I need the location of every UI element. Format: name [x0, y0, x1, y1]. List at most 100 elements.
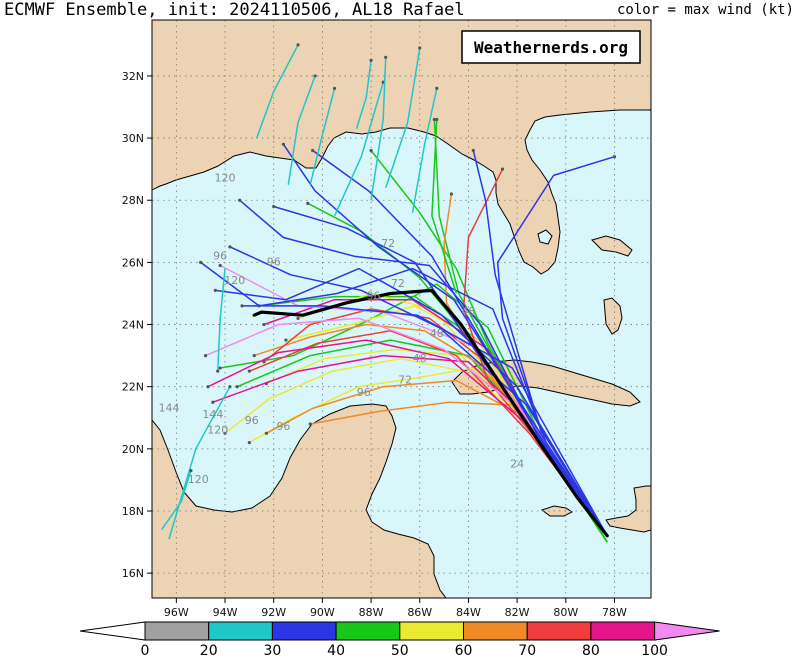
track-end-point — [449, 192, 453, 196]
forecast-hour-label: 48 — [413, 352, 427, 365]
track-end-point — [262, 322, 266, 327]
colorbar-tick-label: 100 — [641, 643, 668, 659]
lon-label: 78W — [602, 606, 627, 619]
colorbar-tick-label: 70 — [518, 643, 536, 659]
map-title: ECMWF Ensemble, init: 2024110506, AL18 R… — [4, 0, 465, 20]
land-north-america — [152, 20, 651, 275]
lon-label: 80W — [553, 606, 578, 619]
track-end-point — [369, 148, 373, 153]
track-end-point — [296, 43, 300, 47]
lon-label: 86W — [407, 606, 432, 619]
track-end-point — [223, 431, 227, 435]
track-end-point — [296, 316, 300, 320]
land-jamaica — [540, 505, 573, 517]
colorbar-segment — [208, 621, 273, 641]
ensemble-track — [242, 305, 608, 537]
lon-label: 94W — [213, 606, 238, 619]
track-end-point — [262, 360, 266, 364]
track-end-point — [432, 117, 436, 122]
ensemble-track — [411, 88, 438, 213]
track-end-point — [235, 385, 239, 389]
forecast-hour-label: 120 — [207, 423, 228, 436]
lon-label: 84W — [456, 606, 481, 619]
lon-label: 96W — [164, 606, 189, 619]
track-end-point — [247, 369, 251, 373]
colorbar-tick-label: 30 — [263, 643, 281, 659]
colorbar-tick-label: 0 — [141, 643, 150, 659]
colorbar-tick-label: 40 — [327, 643, 345, 659]
track-end-point — [247, 441, 251, 445]
lon-label: 92W — [261, 606, 286, 619]
lat-label: 24N — [122, 319, 144, 332]
track-end-point — [306, 201, 310, 205]
lat-label: 30N — [122, 132, 144, 145]
graticule — [152, 20, 651, 598]
forecast-hour-label: 72 — [391, 277, 405, 290]
forecast-hour-label: 144 — [159, 402, 180, 415]
colorbar-segment — [399, 621, 464, 641]
forecast-hour-label: 96 — [276, 420, 290, 433]
forecast-hour-label: 48 — [430, 327, 444, 340]
track-end-point — [228, 385, 232, 389]
track-end-point — [471, 148, 475, 153]
wind-colorbar-labels: 0 20 30 40 50 60 70 80 100 — [141, 643, 668, 659]
ensemble-track — [161, 470, 192, 531]
forecast-hour-label: 96 — [267, 255, 281, 268]
track-end-point — [218, 366, 222, 370]
ensemble-mean-track — [252, 288, 609, 538]
colorbar-tick-label: 80 — [582, 643, 600, 659]
ensemble-track — [431, 119, 458, 294]
track-end-point — [216, 369, 220, 373]
lat-label: 26N — [122, 256, 144, 269]
track-end-point — [199, 260, 203, 264]
track-end-point — [203, 354, 208, 358]
lat-label: 32N — [122, 70, 144, 83]
land-andros-islands — [591, 235, 633, 257]
track-end-point — [418, 46, 422, 50]
track-end-point — [369, 58, 373, 62]
forecast-hour-label: 48 — [461, 305, 475, 318]
colorbar-segment — [590, 621, 656, 641]
lat-label: 28N — [122, 194, 144, 207]
longitude-labels: 96W 94W 92W 90W 88W 86W 84W 82W 80W 78W — [164, 598, 627, 619]
forecast-hour-label: 96 — [245, 414, 259, 427]
latitude-labels: 16N 18N 20N 22N 24N 26N 28N 30N 32N — [122, 70, 152, 580]
lat-label: 22N — [122, 381, 144, 394]
watermark-text: Weathernerds.org — [474, 38, 628, 57]
forecast-hour-label: 120 — [188, 473, 209, 486]
colorbar-tick-label: 20 — [200, 643, 218, 659]
colorbar-segment — [526, 621, 592, 641]
ensemble-track — [287, 75, 316, 185]
ensemble-track — [384, 47, 421, 189]
ensemble-track — [333, 81, 384, 217]
colorbar-segment — [654, 621, 720, 641]
lon-label: 82W — [505, 606, 530, 619]
track-end-point — [240, 304, 244, 308]
wind-colorbar — [79, 621, 720, 641]
track-end-point — [384, 55, 388, 59]
track-end-point — [206, 385, 210, 389]
map-frame — [151, 19, 652, 599]
track-end-point — [252, 354, 256, 358]
lon-label: 90W — [310, 606, 335, 619]
colorbar-tick-label: 50 — [391, 643, 409, 659]
forecast-hour-label: 24 — [510, 457, 524, 470]
ensemble-track — [309, 88, 336, 185]
lat-label: 20N — [122, 443, 144, 456]
track-end-point — [228, 245, 232, 249]
watermark-box: Weathernerds.org — [461, 30, 641, 64]
track-end-point — [272, 204, 276, 209]
track-end-point — [213, 288, 217, 292]
colorbar-segment — [271, 621, 337, 641]
track-end-point — [284, 338, 288, 342]
colorbar-segment — [335, 621, 401, 641]
track-end-point — [435, 86, 439, 90]
forecast-hour-label: 96 — [367, 290, 381, 303]
track-end-point — [218, 263, 222, 268]
colorbar-segment — [144, 621, 210, 641]
ensemble-track — [168, 386, 231, 540]
track-end-point — [435, 117, 439, 122]
track-end-point — [311, 148, 315, 153]
